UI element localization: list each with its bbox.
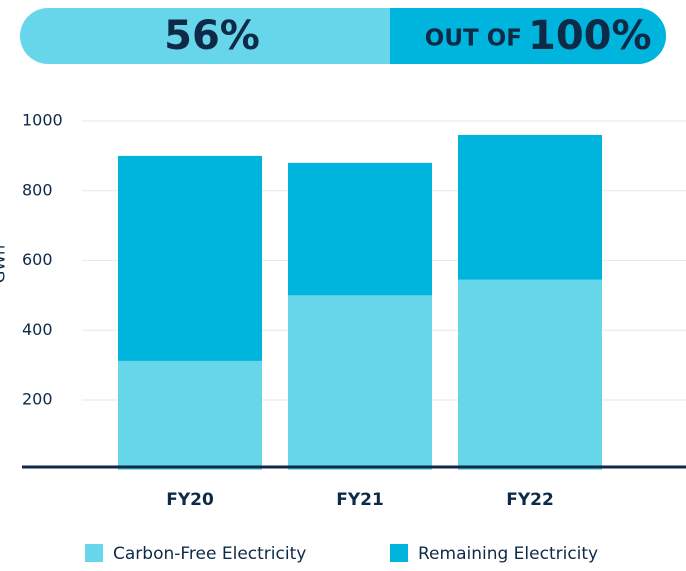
y-axis-label: GWh [0, 245, 9, 283]
bar-segment [458, 134, 602, 280]
banner-value: 56% [164, 13, 260, 59]
x-tick-label: FY22 [506, 490, 554, 510]
bar-segment [118, 155, 262, 361]
x-tick-label: FY21 [336, 490, 384, 510]
legend-label: Remaining Electricity [418, 544, 598, 564]
banner-label: OUT OF [425, 26, 522, 52]
x-tick-label: FY20 [166, 490, 214, 510]
bar-segment [458, 279, 602, 470]
y-tick-label: 200 [22, 390, 53, 409]
banner-right [390, 8, 666, 64]
y-tick-label: 600 [22, 250, 53, 269]
legend-label: Carbon-Free Electricity [113, 544, 306, 564]
banner-total: 100% [528, 13, 652, 59]
bar-segment [288, 295, 432, 470]
legend-swatch [390, 544, 408, 562]
y-tick-label: 800 [22, 180, 53, 199]
bar-segment [288, 162, 432, 296]
legend-swatch [85, 544, 103, 562]
bar-segment [118, 360, 262, 470]
y-tick-label: 400 [22, 320, 53, 339]
y-tick-label: 1000 [22, 111, 63, 130]
